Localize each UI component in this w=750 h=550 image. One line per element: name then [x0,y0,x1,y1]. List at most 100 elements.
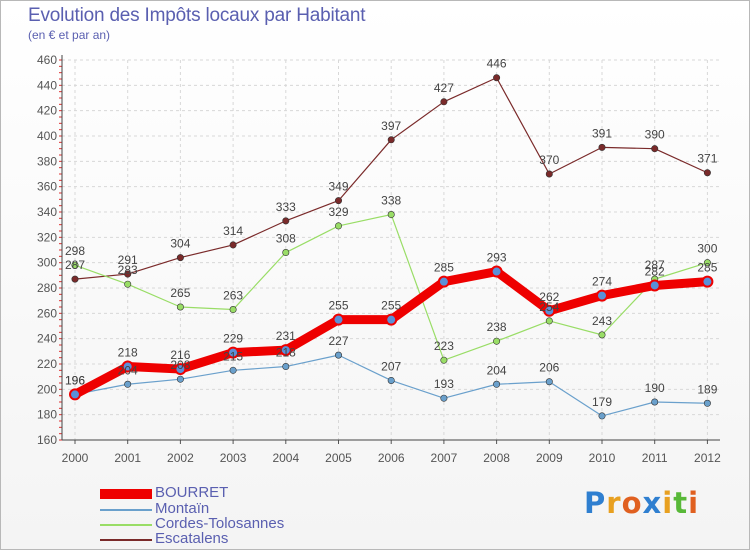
data-label-escatalens: 397 [381,119,401,133]
data-label-bourret: 196 [65,373,85,387]
data-point-cordes-tolosannes [334,222,342,230]
data-label-escatalens: 287 [65,258,85,272]
data-label-cordes-tolosannes: 329 [328,205,348,219]
data-point-monta-n [545,378,553,386]
legend-label: BOURRET [155,484,229,501]
data-point-escatalens [493,74,501,82]
y-tick-label: 320 [37,230,57,244]
y-tick-label: 380 [37,154,57,168]
legend-label: Cordes-Tolosannes [155,515,285,532]
data-point-escatalens [703,169,711,177]
y-tick-label: 160 [37,433,57,447]
data-point-bourret [174,363,187,376]
data-label-monta-n: 206 [539,361,559,375]
y-tick-label: 200 [37,382,57,396]
data-point-escatalens [598,143,606,151]
data-label-monta-n: 207 [381,359,401,373]
y-tick-label: 400 [37,129,57,143]
data-label-escatalens: 391 [592,126,612,140]
data-label-bourret: 274 [592,275,612,289]
x-tick-label: 2000 [62,451,89,465]
data-point-escatalens [229,241,237,249]
logo-letter: i [662,486,674,520]
legend-swatch [100,524,152,526]
legend-label: Escatalens [155,530,229,547]
data-label-monta-n: 215 [223,349,243,363]
data-point-cordes-tolosannes [176,303,184,311]
x-tick-label: 2005 [325,451,352,465]
logo-letter: t [673,486,689,520]
legend-swatch [100,539,152,541]
data-label-escatalens: 370 [539,153,559,167]
data-label-cordes-tolosannes: 223 [434,339,454,353]
data-point-escatalens [282,217,290,225]
x-tick-label: 2003 [220,451,247,465]
data-point-bourret [332,313,345,326]
data-label-cordes-tolosannes: 338 [381,194,401,208]
y-tick-label: 420 [37,104,57,118]
x-tick-label: 2002 [167,451,194,465]
data-label-bourret: 285 [697,261,717,275]
data-point-bourret [490,265,503,278]
data-label-monta-n: 208 [170,358,190,372]
data-label-bourret: 282 [645,264,665,278]
data-point-monta-n [493,380,501,388]
data-point-monta-n [387,376,395,384]
data-label-bourret: 285 [434,261,454,275]
data-label-bourret: 216 [170,348,190,362]
logo-letter: x [642,486,663,520]
data-label-cordes-tolosannes: 298 [65,244,85,258]
data-label-cordes-tolosannes: 243 [592,314,612,328]
data-point-cordes-tolosannes [493,337,501,345]
data-label-cordes-tolosannes: 308 [276,232,296,246]
data-point-cordes-tolosannes [282,249,290,257]
y-tick-label: 220 [37,357,57,371]
data-label-cordes-tolosannes: 283 [118,263,138,277]
data-point-monta-n [282,363,290,371]
data-label-monta-n: 218 [276,346,296,360]
x-tick-label: 2001 [114,451,141,465]
data-label-bourret: 293 [487,251,507,265]
data-label-monta-n: 193 [434,377,454,391]
x-tick-label: 2004 [272,451,299,465]
y-tick-label: 300 [37,256,57,270]
data-label-monta-n: 190 [645,381,665,395]
data-point-bourret [385,313,398,326]
x-tick-label: 2008 [483,451,510,465]
y-tick-label: 180 [37,408,57,422]
data-label-escatalens: 314 [223,224,243,238]
chart-title: Evolution des Impôts locaux par Habitant [28,5,366,26]
data-point-bourret [279,344,292,357]
data-point-escatalens [651,145,659,153]
data-label-monta-n: 204 [118,363,138,377]
data-point-escatalens [545,170,553,178]
y-tick-label: 240 [37,332,57,346]
data-point-escatalens [124,270,132,278]
data-point-cordes-tolosannes [598,331,606,339]
data-point-cordes-tolosannes [545,317,553,325]
y-tick-label: 440 [37,78,57,92]
data-point-cordes-tolosannes [387,211,395,219]
data-label-escatalens: 349 [328,180,348,194]
data-label-monta-n: 196 [65,373,85,387]
data-point-escatalens [387,136,395,144]
data-label-escatalens: 304 [170,237,190,251]
data-label-monta-n: 204 [487,363,507,377]
data-label-escatalens: 291 [118,253,138,267]
x-tick-label: 2011 [642,451,668,465]
data-point-escatalens [71,275,79,283]
data-label-escatalens: 390 [645,128,665,142]
data-point-monta-n [598,412,606,420]
data-label-cordes-tolosannes: 265 [170,286,190,300]
data-label-bourret: 255 [328,299,348,313]
legend-swatch [100,509,152,511]
data-label-cordes-tolosannes: 238 [487,320,507,334]
x-tick-label: 2010 [589,451,616,465]
data-point-cordes-tolosannes [440,356,448,364]
logo-letter: P [584,486,607,520]
data-point-cordes-tolosannes [703,259,711,267]
data-label-cordes-tolosannes: 263 [223,289,243,303]
data-point-cordes-tolosannes [229,306,237,314]
proxiti-logo: Proxiti [584,486,699,520]
data-label-escatalens: 333 [276,200,296,214]
